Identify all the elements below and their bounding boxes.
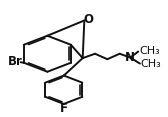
Text: N: N	[125, 51, 135, 64]
Text: Br: Br	[7, 55, 22, 68]
Text: F: F	[60, 102, 68, 115]
Text: CH₃: CH₃	[139, 46, 160, 56]
Text: CH₃: CH₃	[141, 59, 161, 69]
Text: O: O	[83, 13, 93, 26]
